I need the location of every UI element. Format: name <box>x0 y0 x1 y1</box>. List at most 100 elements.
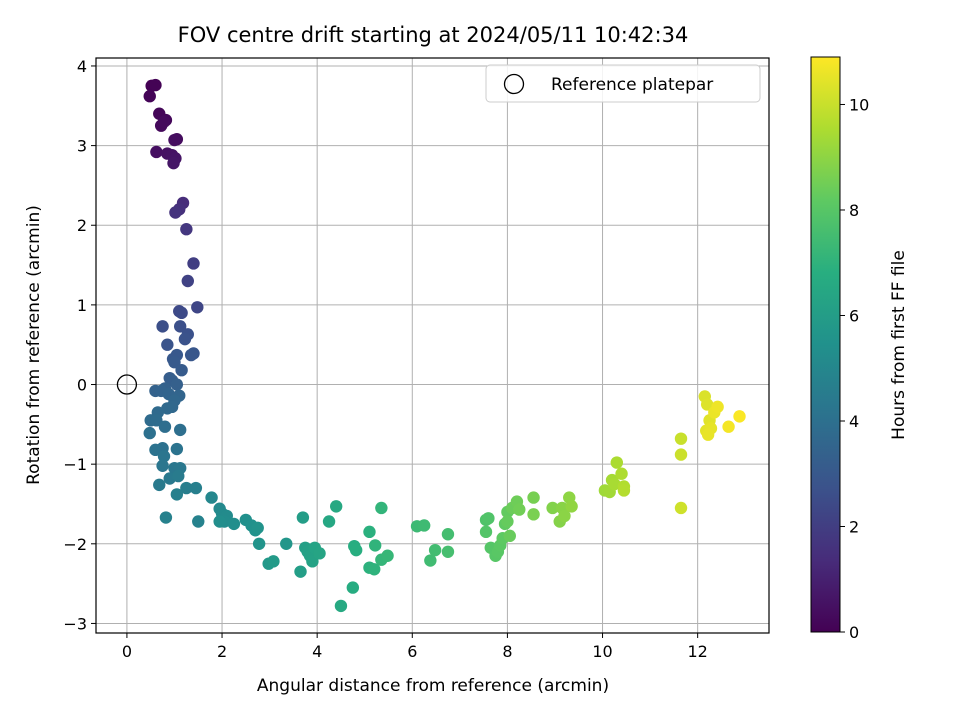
data-point <box>527 508 540 521</box>
data-point <box>322 515 336 528</box>
data-point <box>159 511 173 524</box>
data-point <box>158 420 172 433</box>
data-point <box>181 274 194 288</box>
legend: Reference platepar <box>485 64 761 103</box>
data-point <box>168 133 181 147</box>
data-point <box>161 402 174 415</box>
y-tick-label: −1 <box>63 455 87 474</box>
legend-reference-marker <box>503 73 525 95</box>
data-point <box>213 515 226 528</box>
x-tick-label: 6 <box>407 642 417 661</box>
data-point <box>280 537 293 551</box>
data-point <box>175 363 188 377</box>
x-axis-label: Angular distance from reference (arcmin) <box>257 676 609 696</box>
scatter-points <box>116 78 746 613</box>
chart-title: FOV centre drift starting at 2024/05/11 … <box>178 23 689 47</box>
data-point <box>169 206 182 219</box>
data-point <box>167 156 180 170</box>
x-tick-label: 0 <box>122 642 132 661</box>
data-point <box>267 555 280 568</box>
data-point <box>170 488 184 501</box>
legend-box <box>485 64 761 103</box>
data-point <box>306 555 319 568</box>
data-point <box>424 554 437 567</box>
data-point <box>178 332 192 346</box>
colorbar-tick-label: 2 <box>849 517 859 536</box>
data-point <box>368 563 381 576</box>
data-point <box>173 320 187 333</box>
data-point <box>184 348 198 362</box>
data-point <box>313 547 326 560</box>
data-point <box>501 515 514 528</box>
data-point <box>180 223 193 236</box>
data-point <box>329 500 343 513</box>
data-point <box>610 456 624 469</box>
data-point <box>722 420 735 433</box>
colorbar-tick-label: 6 <box>849 306 859 325</box>
data-point <box>294 565 307 578</box>
colorbar <box>810 56 841 633</box>
data-point <box>170 442 184 456</box>
y-tick-label: 0 <box>77 376 87 395</box>
data-point <box>363 525 376 539</box>
x-tick-label: 12 <box>687 642 707 661</box>
colorbar-tick-label: 0 <box>849 623 859 642</box>
data-point <box>227 517 241 531</box>
data-point <box>168 356 181 369</box>
x-tick-label: 10 <box>592 642 612 661</box>
colorbar-ticks: 0 2 4 6 8 10 <box>840 95 869 642</box>
data-point <box>615 467 628 480</box>
data-point <box>189 481 203 495</box>
y-tick-label: −2 <box>63 535 87 554</box>
data-point <box>161 338 174 351</box>
data-point <box>346 581 360 594</box>
data-point <box>156 459 169 472</box>
data-point <box>205 491 218 504</box>
data-point <box>546 501 559 515</box>
data-point <box>617 484 631 497</box>
data-point <box>153 478 166 492</box>
colorbar-tick-label: 8 <box>849 201 859 220</box>
data-point <box>156 320 169 333</box>
data-point <box>482 512 495 525</box>
data-point <box>149 443 162 457</box>
data-point <box>479 525 493 539</box>
data-point <box>428 543 442 557</box>
data-point <box>441 545 455 558</box>
data-point <box>375 501 388 515</box>
data-point <box>191 301 204 314</box>
data-point <box>417 519 431 532</box>
x-tick-label: 4 <box>312 642 322 661</box>
data-point <box>674 448 688 461</box>
data-point <box>150 145 163 159</box>
data-point <box>349 543 363 557</box>
data-point <box>150 414 163 427</box>
data-point <box>334 599 348 613</box>
y-tick-label: 3 <box>77 137 87 156</box>
data-point <box>143 90 156 103</box>
data-point <box>733 410 746 423</box>
data-point <box>674 501 688 515</box>
colorbar-label: Hours from first FF file <box>889 250 909 440</box>
data-point <box>701 428 715 441</box>
x-tick-label: 2 <box>217 642 227 661</box>
data-point <box>558 509 571 523</box>
data-point <box>711 400 724 414</box>
y-tick-label: 2 <box>77 216 87 235</box>
data-point <box>368 539 382 552</box>
data-point <box>172 469 185 483</box>
data-point <box>157 449 171 463</box>
data-point <box>608 477 621 491</box>
data-point <box>503 529 516 543</box>
data-point <box>173 423 187 437</box>
data-point <box>252 537 266 551</box>
data-point <box>251 521 264 535</box>
y-tick-label: 1 <box>77 296 87 315</box>
data-point <box>700 398 714 411</box>
colorbar-tick-label: 10 <box>849 95 869 114</box>
plot-area-frame <box>95 57 770 634</box>
y-axis-label: Rotation from reference (arcmin) <box>24 205 44 485</box>
data-point <box>192 515 205 528</box>
data-point <box>143 426 156 440</box>
